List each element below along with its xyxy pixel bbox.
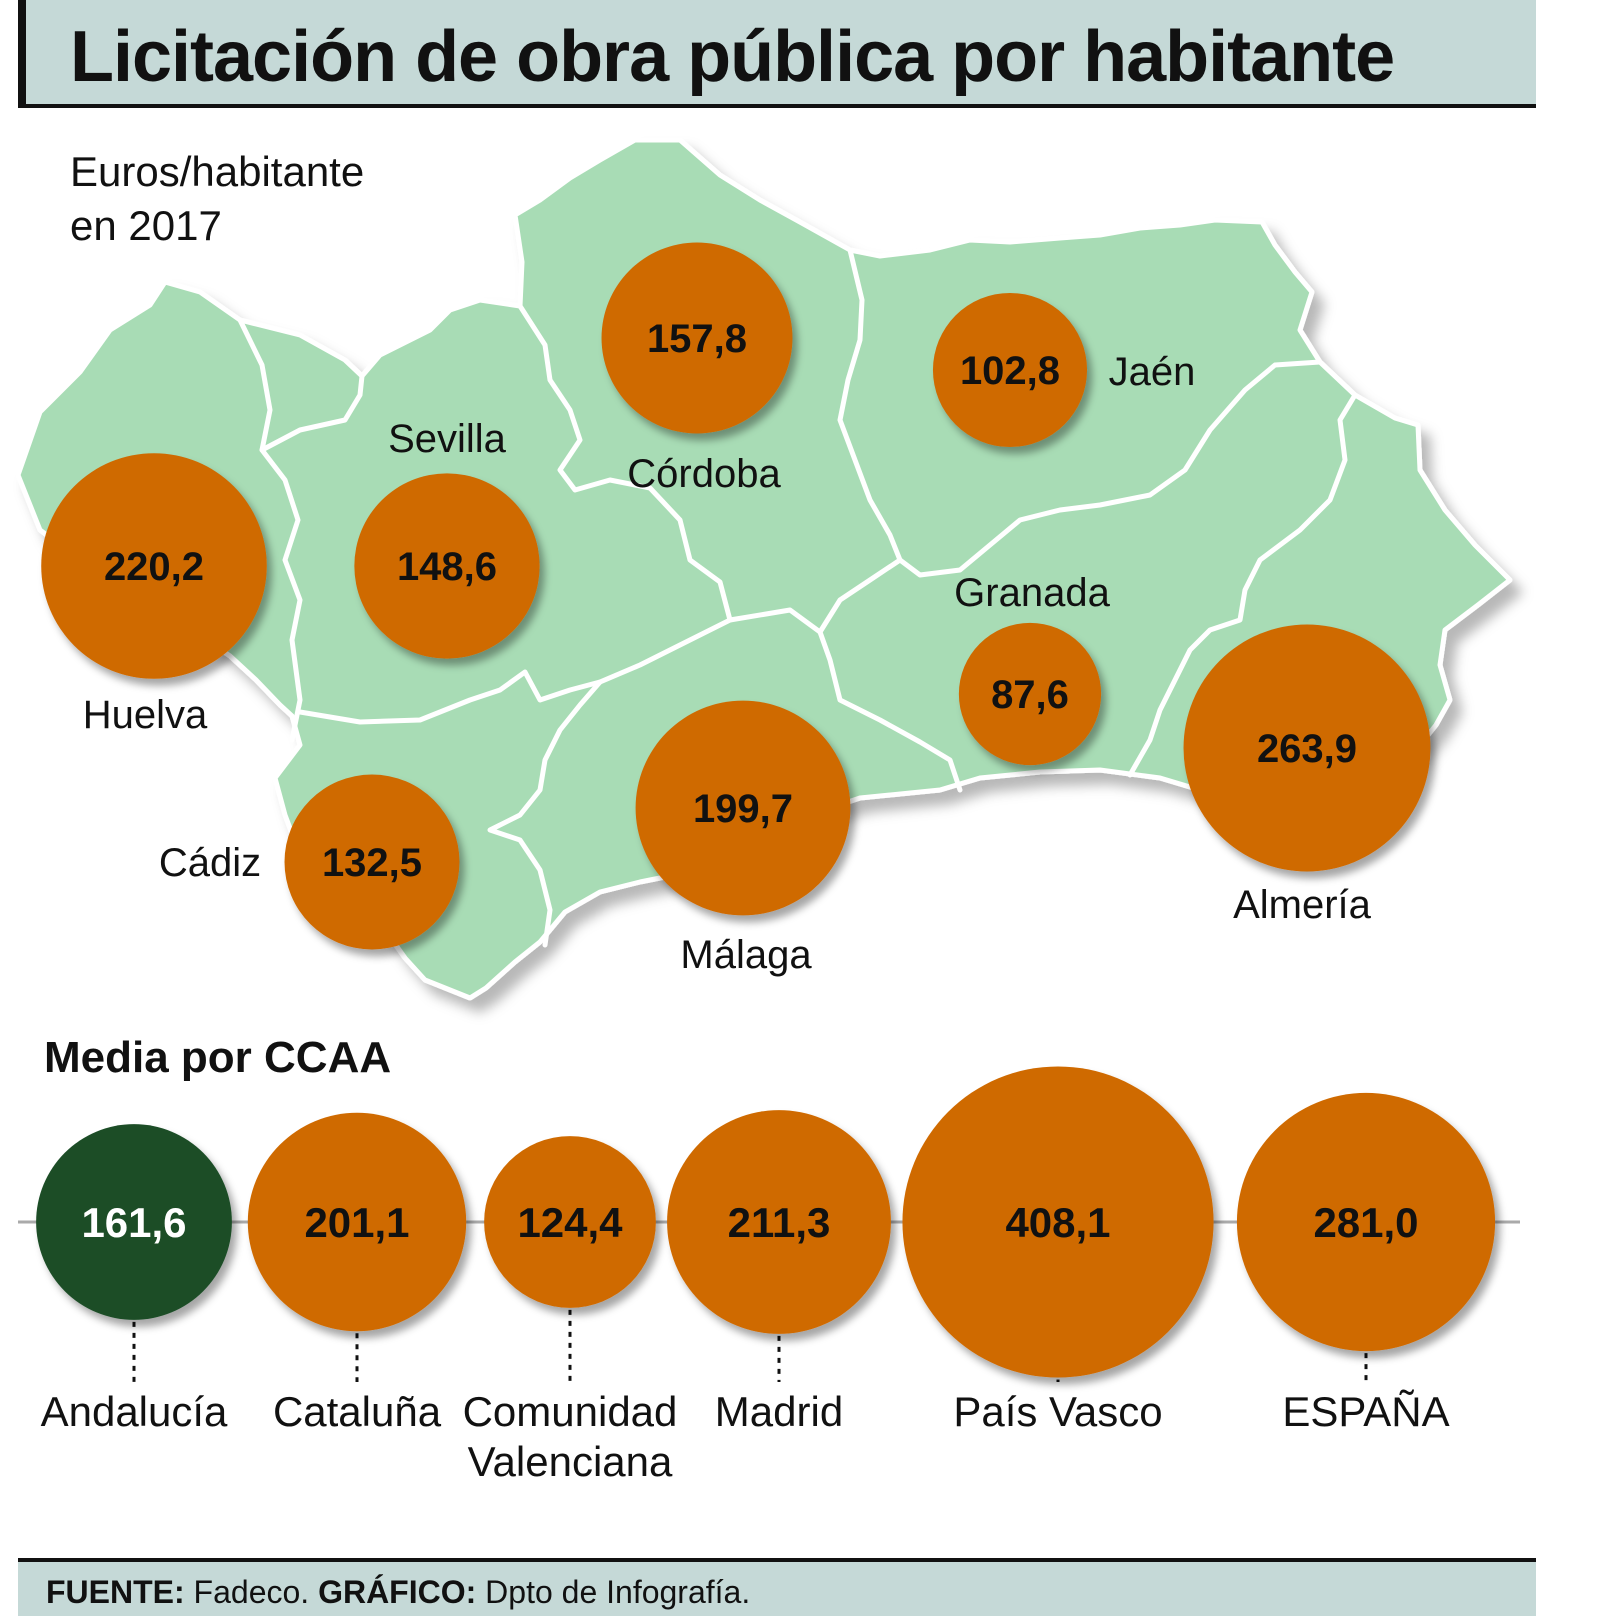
value-malaga: 199,7: [693, 787, 793, 831]
ccaa-value-comunidad-valenciana: 124,4: [517, 1199, 623, 1246]
ccaa-bubble-comunidad-valenciana: [484, 1136, 656, 1308]
label-malaga: Málaga: [680, 933, 812, 977]
bubble-jaen: [932, 292, 1088, 448]
value-almeria: 263,9: [1257, 727, 1357, 771]
label-huelva: Huelva: [83, 693, 208, 737]
ccaa-label-madrid: Madrid: [715, 1388, 843, 1435]
unit-line-1: Euros/habitante: [70, 148, 365, 195]
unit-line-2: en 2017: [70, 202, 222, 249]
footer-graphic-value: Dpto de Infografía.: [485, 1574, 751, 1610]
ccaa-value-madrid: 211,3: [728, 1199, 831, 1246]
border-sevilla-cadiz-malaga: [297, 617, 733, 725]
ccaa-value-espana: 281,0: [1313, 1199, 1418, 1246]
ccaa-bubble-cataluna: [247, 1112, 467, 1332]
chart-title: Licitación de obra pública por habitante: [70, 17, 1395, 97]
ccaa-bubble-madrid: [667, 1110, 891, 1334]
footer: FUENTE: Fadeco. GRÁFICO: Dpto de Infogra…: [18, 1558, 1536, 1616]
bubble-huelva: [41, 453, 267, 679]
ccaa-label-comunidad-valenciana-line-2: Valenciana: [468, 1438, 673, 1485]
bubble-granada: [958, 622, 1102, 766]
label-cadiz: Cádiz: [159, 841, 261, 885]
ccaa-label-cataluna: Cataluña: [273, 1388, 442, 1435]
border-cadiz-malaga: [487, 679, 603, 948]
border-sevilla-north: [259, 373, 365, 453]
value-jaen: 102,8: [960, 349, 1060, 393]
value-cadiz: 132,5: [322, 841, 422, 885]
section-title: Media por CCAA: [44, 1033, 391, 1082]
title-bar: Licitación de obra pública por habitante: [18, 0, 1536, 108]
border-granada-almeria: [1127, 392, 1358, 778]
label-sevilla: Sevilla: [388, 417, 507, 461]
bubble-sevilla: [354, 473, 540, 659]
ccaa-label-andalucia: Andalucía: [41, 1388, 228, 1435]
value-cordoba: 157,8: [647, 317, 747, 361]
ccaa-value-cataluna: 201,1: [304, 1199, 409, 1246]
ccaa-label-espana: ESPAÑA: [1282, 1388, 1449, 1435]
label-almeria: Almería: [1233, 883, 1372, 927]
province-borders: [237, 247, 1358, 948]
ccaa-value-andalucia: 161,6: [81, 1199, 186, 1246]
ccaa-bubbles: 161,6 Andalucía 201,1 Cataluña 124,4 Comunida…: [36, 1066, 1496, 1485]
ccaa-label-pais-vasco: País Vasco: [953, 1388, 1162, 1435]
ccaa-bubble-espana: [1236, 1092, 1496, 1352]
ccaa-label-comunidad-valenciana: Comunidad: [463, 1388, 678, 1435]
value-granada: 87,6: [991, 673, 1069, 717]
bubble-malaga: [635, 700, 851, 916]
ccaa-bubble-andalucia: [36, 1124, 232, 1320]
label-cordoba: Córdoba: [627, 452, 781, 496]
bubble-cadiz: [284, 774, 460, 950]
border-cordoba-jaen: [837, 247, 903, 563]
border-huelva-sevilla: [237, 317, 303, 743]
label-granada: Granada: [954, 571, 1110, 615]
footer-graphic-label: GRÁFICO:: [318, 1574, 477, 1610]
bubble-almeria: [1183, 624, 1431, 872]
label-jaen: Jaén: [1109, 350, 1196, 394]
footer-source-value: Fadeco.: [193, 1574, 310, 1610]
bubble-cordoba: [601, 242, 793, 434]
footer-source-label: FUENTE:: [46, 1574, 185, 1610]
value-sevilla: 148,6: [397, 545, 497, 589]
unit-subtitle: Euros/habitante en 2017: [70, 145, 364, 253]
border-malaga-granada: [817, 629, 963, 793]
ccaa-value-pais-vasco: 408,1: [1005, 1199, 1110, 1246]
value-huelva: 220,2: [104, 545, 204, 589]
ccaa-bubble-pais-vasco: [902, 1066, 1214, 1378]
map-bubbles: 220,2 148,6 157,8 102,8 87,6 263,9 199,7 132,5: [41, 242, 1431, 950]
border-sevilla-cordoba: [517, 303, 733, 623]
border-cordoba-malaga-granada: [727, 359, 1323, 635]
